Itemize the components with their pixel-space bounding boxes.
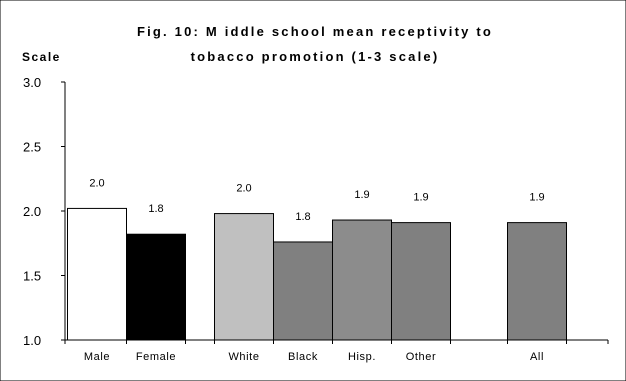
data-label: 2.0 [89, 177, 104, 189]
data-label: 1.8 [295, 211, 310, 223]
data-label: 1.9 [354, 189, 369, 201]
bar-black [273, 241, 333, 341]
data-label: 1.9 [413, 192, 428, 204]
y-axis-label: Scale [22, 50, 61, 64]
x-tick-label: White [228, 351, 259, 363]
chart-title-line-1: Fig. 10: M iddle school mean receptivity… [137, 24, 493, 39]
x-tick-label: All [530, 351, 544, 363]
chart-title-line-2: tobacco promotion (1-3 scale) [191, 49, 440, 64]
x-tick-label: Female [136, 351, 176, 363]
y-tick-label: 1.5 [23, 269, 41, 284]
bar-female [126, 233, 186, 341]
y-tick-label: 2.5 [23, 140, 41, 155]
x-tick-label: Black [288, 351, 318, 363]
data-label: 1.8 [148, 203, 163, 215]
x-tick-label: Hisp. [348, 351, 376, 363]
bar-male [67, 207, 127, 341]
y-tick-label: 2.0 [23, 204, 41, 219]
y-tick-label: 3.0 [23, 75, 41, 90]
x-tick-label: Other [406, 351, 437, 363]
data-label: 1.9 [529, 192, 544, 204]
bar-white [214, 213, 274, 341]
bar-hisp [332, 219, 392, 341]
plot-area: 1.0 1.5 2.0 2.5 3.0 2.0 Male 1.8 Female 2.0 White 1… [23, 75, 609, 363]
y-tick-label: 1.0 [23, 333, 41, 348]
x-tick-label: Male [84, 351, 110, 363]
bar-all [507, 222, 567, 341]
bar-other [391, 222, 451, 341]
data-label: 2.0 [236, 183, 251, 195]
